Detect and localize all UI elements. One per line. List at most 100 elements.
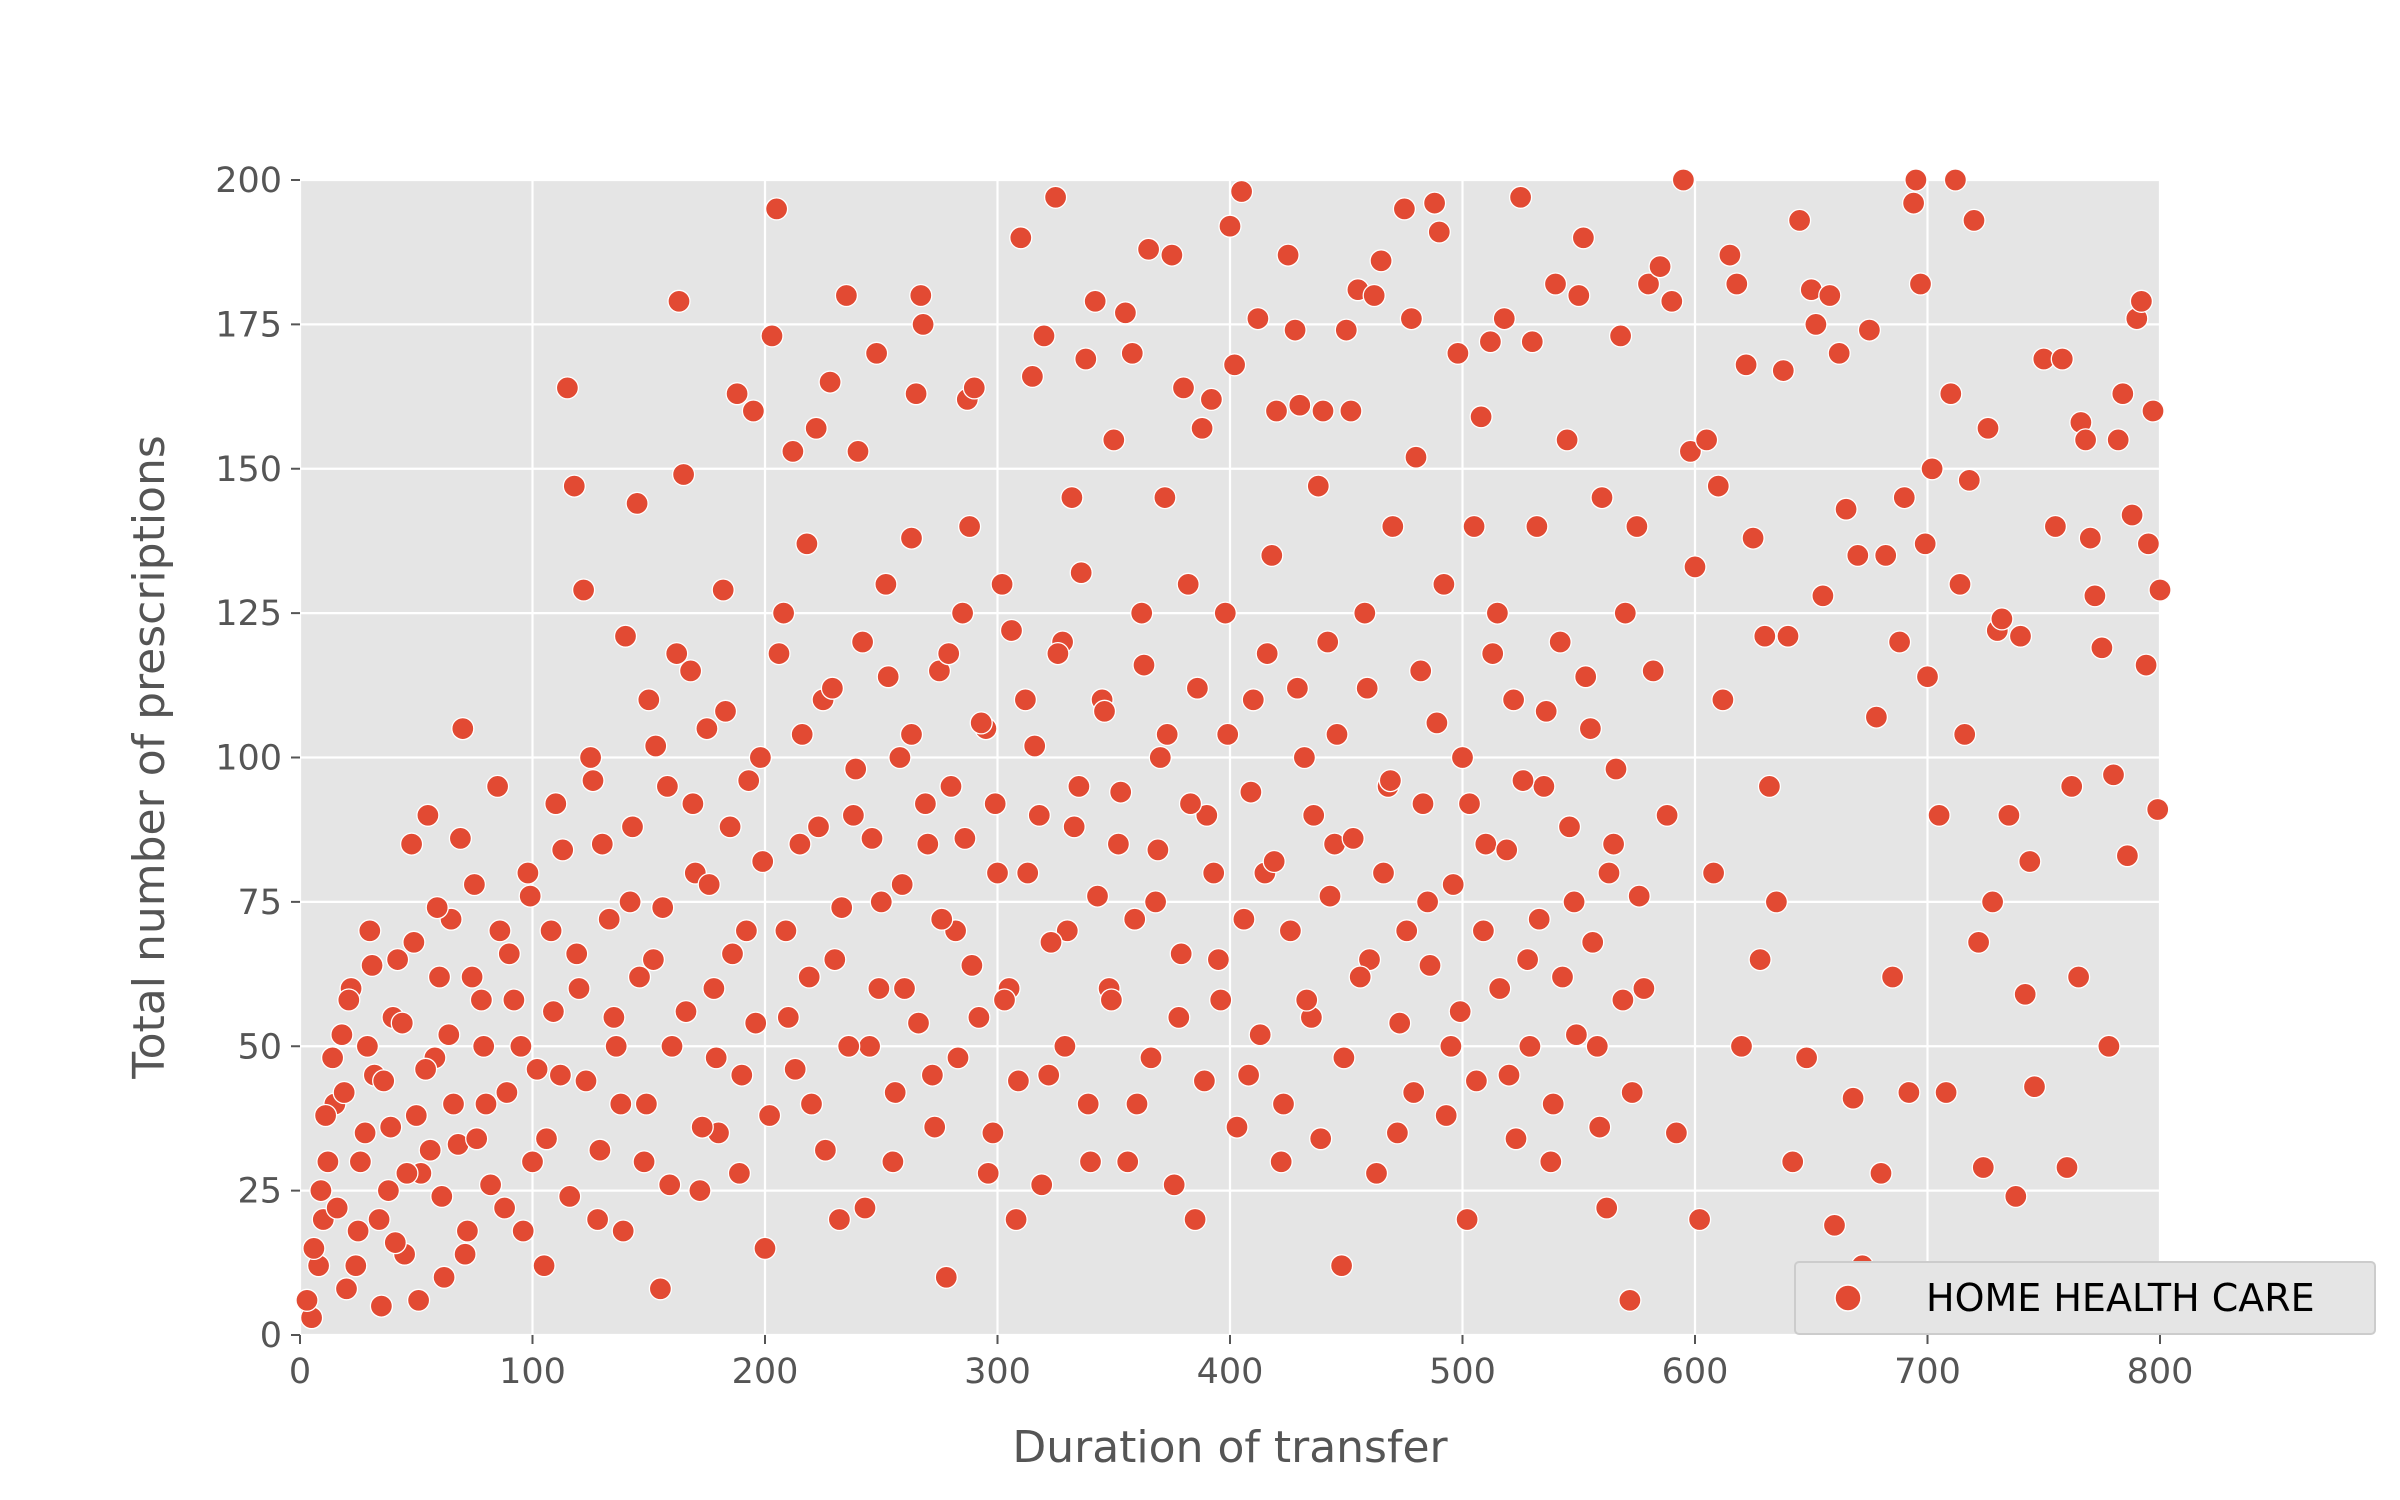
data-point [348,1150,373,1174]
data-point [1539,1150,1563,1174]
data-point [1395,919,1419,943]
data-point [369,1294,394,1318]
data-point [1062,815,1086,839]
data-point [1990,607,2014,631]
data-point [1178,792,1203,816]
data-point [1694,428,1719,452]
data-point [367,1207,391,1232]
data-point [913,792,938,816]
data-point [2018,849,2042,874]
data-point [1009,226,1033,250]
data-point [1039,930,1063,954]
data-point [1908,272,1933,296]
data-point [1355,676,1379,700]
data-point [539,919,563,943]
data-point [1364,1161,1389,1185]
data-point [1641,659,1665,683]
data-point [402,930,426,954]
data-point [920,1063,945,1087]
data-point [1915,665,1940,689]
data-point [585,1207,610,1232]
data-point [1318,884,1342,908]
data-point [520,1150,545,1174]
data-point [674,999,698,1024]
data-point [432,1265,456,1289]
data-point [1753,624,1777,648]
data-point [427,965,452,989]
data-point [1834,497,1858,521]
data-point [1953,722,1977,747]
data-point [767,641,791,666]
data-point [534,1127,559,1151]
data-point [1006,1069,1031,1093]
data-point [1455,1207,1479,1232]
data-point [1053,1034,1077,1058]
data-point [1706,474,1730,498]
data-point [1046,641,1070,666]
data-point [1534,699,1558,723]
data-point [1869,1161,1893,1185]
data-point [1136,237,1161,261]
data-point [846,439,870,464]
data-point [1427,220,1451,244]
data-point [1581,930,1605,954]
data-point [690,1115,714,1139]
data-point [337,988,361,1012]
data-point [1601,832,1626,856]
data-point [1939,382,1963,406]
data-point [1446,341,1470,365]
data-point [1213,601,1237,625]
data-point [1578,716,1603,741]
data-point [737,768,761,793]
data-point [313,1103,338,1128]
data-point [990,572,1014,596]
data-point [992,988,1017,1012]
data-point [2115,844,2140,868]
data-point [1464,1069,1489,1093]
data-point [1432,572,1456,596]
data-point [1811,584,1835,608]
data-point [469,988,494,1012]
x-tick-label: 700 [1894,1352,1961,1392]
data-point [1901,191,1926,215]
data-point [1434,1103,1458,1128]
data-point [609,1092,633,1116]
data-point [1120,341,1144,365]
data-point [711,578,735,602]
data-point [718,815,742,839]
data-point [890,872,914,897]
data-point [899,722,924,747]
data-point [1604,757,1628,781]
y-tick-label: 25 [237,1172,282,1212]
data-point [1934,1080,1958,1105]
data-point [637,688,661,712]
data-point [590,832,614,856]
data-point [1492,306,1516,331]
data-point [1418,953,1442,978]
data-point [2148,578,2172,602]
data-point [730,1063,754,1087]
data-point [1109,780,1133,804]
data-point [1092,699,1117,723]
data-point [2055,1155,2079,1180]
data-point [1913,532,1937,556]
data-point [1074,347,1098,371]
data-point [1130,601,1154,625]
data-point [771,601,796,625]
data-point [2129,289,2154,313]
data-point [1725,272,1749,296]
data-point [1185,676,1210,700]
data-point [372,1069,396,1093]
data-point [1209,988,1233,1012]
data-point [874,572,898,596]
data-point [472,1034,496,1058]
data-point [325,1196,349,1220]
data-point [355,1034,380,1058]
data-point [1648,254,1672,279]
data-point [1462,514,1486,539]
data-point [823,947,847,972]
data-point [1971,1155,1995,1180]
data-point [1306,474,1330,498]
y-tick-label: 50 [237,1027,282,1067]
data-point [1776,624,1800,648]
